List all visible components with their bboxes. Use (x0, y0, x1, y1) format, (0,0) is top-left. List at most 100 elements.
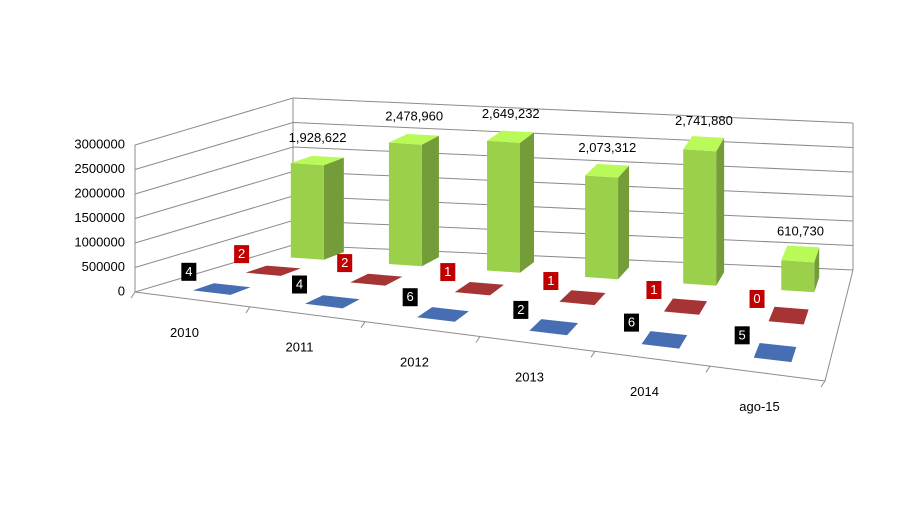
data-label: 2,478,960 (385, 109, 443, 124)
data-label: 1,928,622 (289, 130, 347, 145)
bar-top (529, 319, 579, 336)
bar-front (559, 301, 595, 306)
y-tick-label: 0 (118, 283, 125, 298)
data-label-box (624, 313, 640, 332)
data-label-box (543, 272, 559, 291)
data-label: 2,741,880 (675, 113, 733, 128)
bar (388, 133, 439, 267)
bar (290, 155, 344, 260)
x-tick-label: 2011 (286, 340, 314, 355)
bar-side (699, 301, 708, 315)
data-label-box (440, 263, 456, 282)
axis-line (130, 291, 136, 299)
y-tick-label: 500000 (82, 259, 125, 274)
x-tick-label: 2013 (515, 369, 544, 384)
data-label-box (749, 289, 765, 308)
bar (559, 290, 606, 306)
bar (641, 331, 688, 349)
bar-side (385, 276, 403, 286)
data-label: 2 (341, 255, 348, 270)
bar (192, 283, 251, 295)
bar (487, 130, 534, 273)
bar (585, 163, 630, 280)
bar (417, 307, 469, 322)
bar-side (323, 157, 344, 260)
axis-line (245, 306, 251, 314)
y-tick-label: 1000000 (74, 234, 125, 249)
bar-side (230, 287, 251, 295)
x-tick-label: 2010 (170, 325, 199, 340)
data-label: 2,649,232 (482, 106, 540, 121)
data-label: 2 (238, 246, 245, 261)
bar (350, 273, 403, 286)
data-label-box (646, 280, 662, 299)
bar-top (304, 295, 360, 309)
bar-top (585, 163, 630, 178)
bar (768, 306, 809, 325)
data-label: 6 (407, 289, 414, 304)
bar-top (559, 290, 606, 306)
data-label: 1 (547, 273, 554, 288)
axis-line (820, 380, 826, 388)
data-label-box (734, 326, 750, 345)
bar (683, 136, 725, 286)
bar-top (641, 331, 688, 349)
bar-top (388, 133, 439, 145)
bar-top (781, 245, 820, 263)
data-label: 0 (753, 291, 760, 306)
x-tick-label: ago-15 (739, 399, 779, 414)
bar (753, 343, 797, 363)
bar-front (245, 272, 281, 276)
x-tick-label: 2012 (400, 355, 429, 370)
data-label: 2 (517, 302, 524, 317)
bar (454, 282, 504, 296)
bar-side (716, 137, 725, 286)
bar-side (814, 247, 820, 293)
data-label: 6 (628, 315, 635, 330)
data-label: 1 (444, 264, 451, 279)
data-label: 1 (650, 282, 657, 297)
bar-side (342, 299, 360, 309)
bar-top (454, 282, 504, 296)
data-label: 4 (296, 276, 303, 291)
bar-side (519, 132, 534, 273)
bar-top (192, 283, 251, 295)
bar-side (618, 165, 630, 280)
bar-front (585, 175, 619, 280)
bar-side (280, 268, 301, 276)
bar-front (417, 317, 455, 322)
bar-side (594, 293, 606, 306)
data-label: 2,073,312 (578, 140, 636, 155)
bar-top (663, 298, 708, 315)
bar (529, 319, 579, 336)
bar-side (421, 135, 439, 267)
bar-front (192, 290, 231, 295)
bar-top (683, 136, 725, 152)
data-label-box (234, 245, 250, 264)
data-label-box (292, 275, 308, 294)
bar (245, 265, 301, 276)
bar-front (454, 292, 490, 296)
axis-line (590, 351, 596, 358)
bar-top (290, 155, 344, 166)
bar (663, 298, 708, 315)
bar-top (753, 343, 797, 363)
axis-line (824, 269, 854, 382)
y-tick-label: 3000000 (74, 136, 125, 151)
x-tick-label: 2014 (630, 384, 659, 399)
data-label-box (181, 262, 197, 281)
axis-line (360, 321, 366, 328)
bar-front (683, 149, 717, 286)
bar-front (290, 162, 324, 260)
bar (304, 295, 360, 309)
bar-front (753, 357, 792, 363)
bar-front (350, 282, 386, 286)
bar-front (304, 303, 343, 309)
bar-front (487, 140, 520, 273)
bar-side (679, 335, 688, 349)
bar-front (781, 260, 815, 293)
bar-side (567, 323, 579, 336)
bar-front (663, 311, 700, 315)
bar-top (768, 306, 809, 325)
